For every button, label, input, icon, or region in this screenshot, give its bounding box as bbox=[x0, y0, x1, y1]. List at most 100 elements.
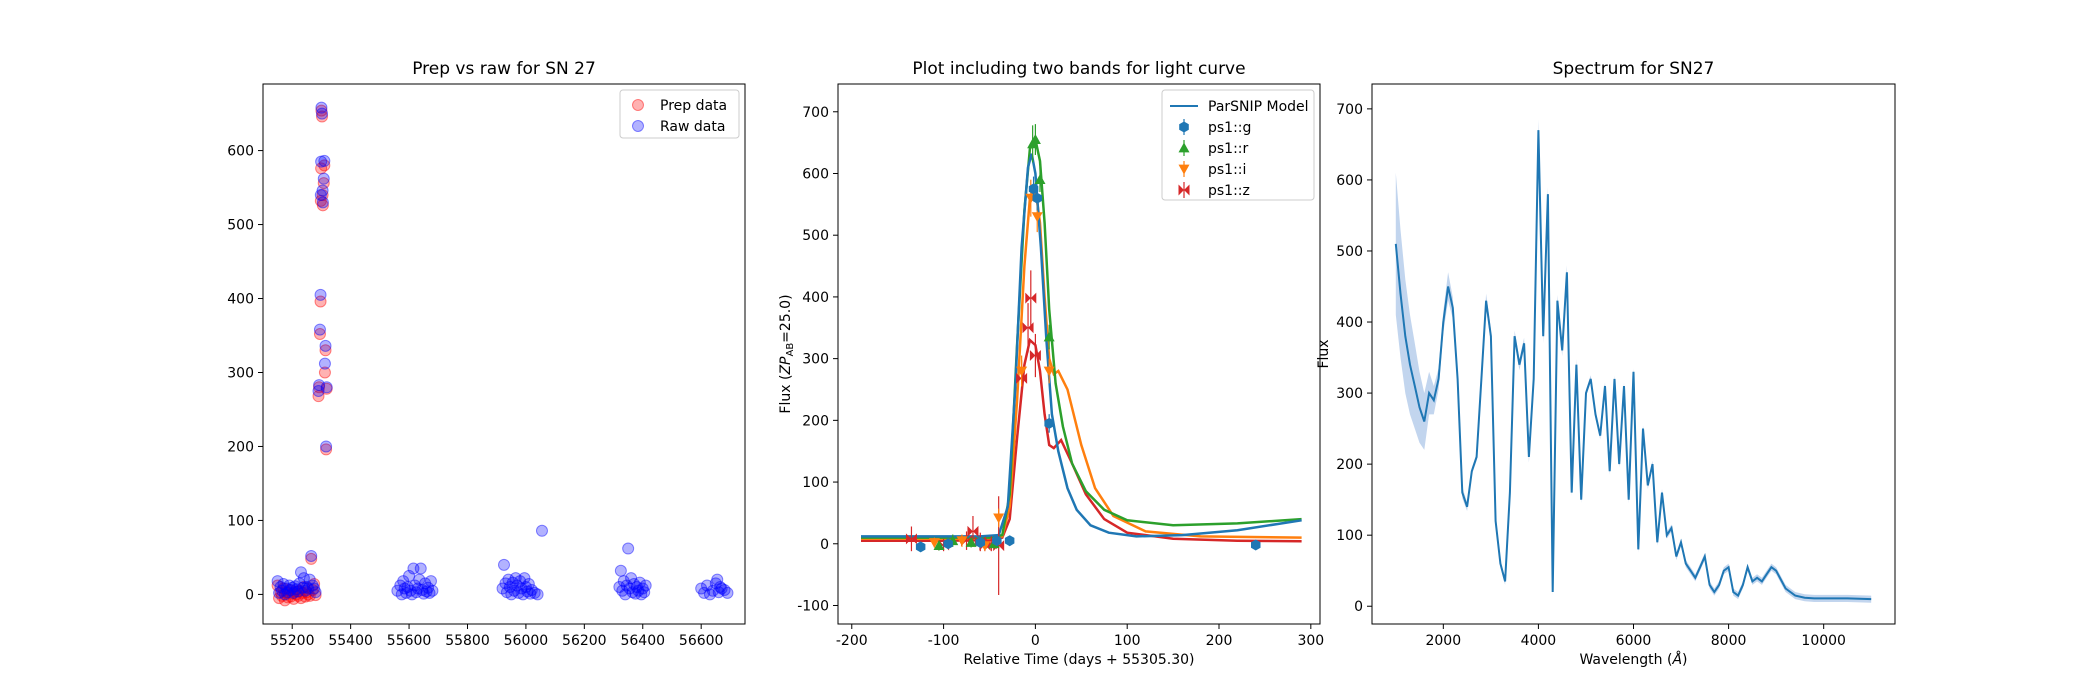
data-point bbox=[623, 582, 636, 595]
data-point bbox=[280, 586, 293, 599]
data-point bbox=[314, 194, 327, 207]
data-point bbox=[317, 172, 330, 185]
y-tick-label: 600 bbox=[802, 166, 829, 182]
data-point bbox=[313, 323, 326, 336]
data-point bbox=[698, 586, 711, 599]
data-point bbox=[293, 577, 306, 590]
data-point bbox=[616, 584, 629, 597]
data-point bbox=[905, 533, 917, 545]
data-point bbox=[293, 584, 306, 597]
y-axis-label: Flux (ZPAB=25.0) bbox=[778, 294, 796, 413]
data-point bbox=[318, 357, 331, 370]
x-axis-label-part: Wavelength ( bbox=[1579, 652, 1672, 668]
y-tick-label: 500 bbox=[802, 228, 829, 244]
legend: Prep data Raw data bbox=[619, 89, 740, 139]
data-point bbox=[284, 590, 297, 603]
data-point bbox=[309, 589, 322, 602]
data-point bbox=[391, 584, 404, 597]
data-point bbox=[711, 573, 724, 586]
data-point bbox=[943, 538, 953, 550]
data-point bbox=[419, 577, 432, 590]
data-point bbox=[414, 562, 427, 575]
data-point bbox=[309, 586, 322, 599]
y-tick-label: 200 bbox=[227, 439, 254, 455]
data-point bbox=[1016, 366, 1028, 377]
y-axis-label-part: =25.0) bbox=[778, 294, 794, 342]
y-tick-label: 100 bbox=[227, 513, 254, 529]
data-point bbox=[417, 587, 430, 600]
data-point bbox=[721, 586, 734, 599]
data-point bbox=[397, 575, 410, 588]
data-point bbox=[314, 295, 327, 308]
x-tick-label: 56400 bbox=[620, 633, 665, 649]
data-point bbox=[306, 583, 319, 596]
x-axis-label-part: Å bbox=[1671, 651, 1682, 668]
data-point bbox=[622, 542, 635, 555]
data-point bbox=[306, 579, 319, 592]
data-point bbox=[273, 592, 286, 605]
data-point bbox=[709, 577, 722, 590]
data-point bbox=[505, 588, 518, 601]
legend-label: Raw data bbox=[660, 119, 725, 135]
data-point bbox=[297, 572, 310, 585]
data-point bbox=[535, 524, 548, 537]
x-tick-label: -200 bbox=[836, 633, 868, 649]
legend-label: ps1::z bbox=[1208, 183, 1250, 199]
legend-box bbox=[1161, 89, 1315, 201]
data-point bbox=[718, 583, 731, 596]
axes-title: Prep vs raw for SN 27 bbox=[412, 59, 596, 79]
data-point bbox=[1043, 331, 1055, 342]
y-tick-label: 200 bbox=[1336, 457, 1363, 473]
data-point bbox=[701, 579, 714, 592]
data-point bbox=[318, 154, 331, 167]
data-point bbox=[531, 588, 544, 601]
y-tick-label: 400 bbox=[227, 292, 254, 308]
data-point bbox=[715, 582, 728, 595]
data-point bbox=[975, 537, 986, 548]
data-point bbox=[632, 584, 645, 597]
data-point bbox=[1025, 292, 1037, 304]
data-point bbox=[1032, 192, 1042, 204]
data-point bbox=[915, 541, 926, 553]
model-curve-ps1-g bbox=[861, 153, 1302, 538]
data-point bbox=[303, 573, 316, 586]
y-tick-label: 400 bbox=[802, 290, 829, 306]
data-point bbox=[613, 581, 626, 594]
data-point bbox=[1029, 134, 1041, 144]
y-tick-label: 500 bbox=[227, 218, 254, 234]
data-point bbox=[314, 188, 327, 201]
x-tick-label: 6000 bbox=[1616, 633, 1652, 649]
data-point bbox=[290, 583, 303, 596]
x-tick-label: 100 bbox=[1114, 633, 1141, 649]
y-tick-label: 0 bbox=[820, 537, 829, 553]
y-tick-label: 100 bbox=[1336, 528, 1363, 544]
data-point bbox=[528, 586, 541, 599]
x-tick-label: 8000 bbox=[1711, 633, 1747, 649]
x-tick-label: 10000 bbox=[1801, 633, 1846, 649]
data-point bbox=[401, 581, 414, 594]
x-tick-label: -100 bbox=[928, 633, 960, 649]
data-point bbox=[292, 585, 305, 598]
data-point bbox=[320, 440, 333, 453]
observations-ps1-g bbox=[915, 176, 1261, 553]
data-point bbox=[627, 578, 640, 591]
data-point bbox=[714, 581, 727, 594]
data-point bbox=[993, 513, 1005, 524]
data-point bbox=[287, 586, 300, 599]
legend-label: ps1::r bbox=[1208, 141, 1249, 157]
data-point bbox=[305, 549, 318, 562]
data-point bbox=[511, 579, 524, 592]
data-point bbox=[525, 583, 538, 596]
x-tick-label: 55400 bbox=[328, 633, 373, 649]
data-point bbox=[313, 379, 326, 392]
data-point bbox=[933, 540, 945, 551]
data-point bbox=[283, 579, 296, 592]
data-point bbox=[967, 525, 979, 537]
data-point bbox=[320, 382, 333, 395]
legend-marker bbox=[1178, 142, 1190, 153]
data-point bbox=[283, 583, 296, 596]
data-point bbox=[302, 588, 315, 601]
data-point bbox=[294, 592, 307, 605]
